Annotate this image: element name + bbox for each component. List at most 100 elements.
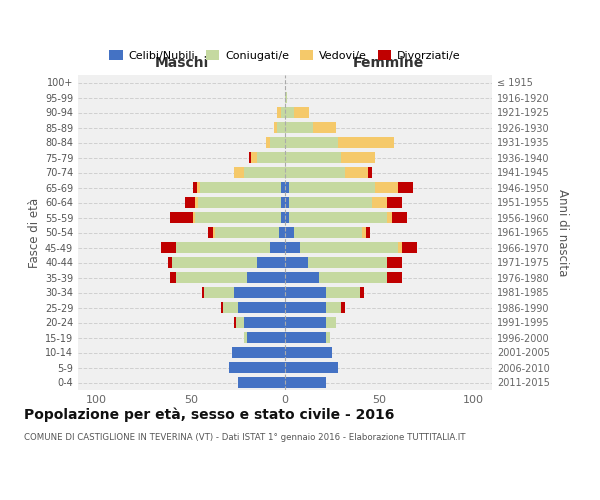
Bar (193, 212, 194, 223)
Bar (234, 317, 236, 328)
Bar (360, 287, 364, 298)
Bar (277, 122, 285, 133)
Bar (223, 302, 238, 313)
Bar (215, 227, 280, 238)
Bar (289, 197, 371, 208)
Text: COMUNE DI CASTIGLIONE IN TEVERINA (VT) - Dati ISTAT 1° gennaio 2016 - Elaborazio: COMUNE DI CASTIGLIONE IN TEVERINA (VT) -… (24, 432, 466, 442)
Bar (386, 197, 401, 208)
Bar (169, 257, 172, 268)
Bar (285, 137, 338, 148)
Bar (285, 227, 295, 238)
Bar (308, 257, 386, 268)
Bar (170, 272, 176, 283)
Bar (194, 197, 199, 208)
Bar (257, 152, 285, 163)
Bar (285, 182, 289, 193)
Bar (285, 302, 326, 313)
Bar (193, 182, 197, 193)
Bar (285, 242, 300, 253)
Bar (232, 347, 285, 358)
Bar (161, 242, 176, 253)
Bar (257, 257, 285, 268)
Bar (229, 362, 285, 373)
Bar (274, 122, 277, 133)
Bar (280, 227, 285, 238)
Bar (386, 212, 392, 223)
Bar (300, 242, 398, 253)
Bar (281, 182, 285, 193)
Bar (289, 182, 376, 193)
Bar (285, 122, 313, 133)
Bar (341, 302, 345, 313)
Bar (285, 92, 287, 103)
Bar (236, 317, 244, 328)
Bar (234, 167, 244, 178)
Bar (199, 197, 281, 208)
Bar (234, 287, 285, 298)
Bar (176, 272, 247, 283)
Bar (362, 227, 366, 238)
Bar (281, 197, 285, 208)
Bar (251, 152, 257, 163)
Text: Maschi: Maschi (154, 56, 209, 70)
Bar (204, 287, 234, 298)
Bar (326, 287, 360, 298)
Bar (270, 242, 285, 253)
Bar (285, 287, 326, 298)
Bar (247, 332, 285, 343)
Bar (285, 197, 289, 208)
Bar (289, 212, 386, 223)
Bar (285, 362, 338, 373)
Bar (326, 332, 330, 343)
Bar (244, 332, 247, 343)
Bar (319, 272, 386, 283)
Text: Femmine: Femmine (353, 56, 424, 70)
Bar (345, 167, 368, 178)
Bar (285, 167, 345, 178)
Bar (371, 197, 386, 208)
Bar (285, 257, 308, 268)
Bar (281, 212, 285, 223)
Bar (285, 272, 319, 283)
Bar (338, 137, 394, 148)
Bar (244, 167, 285, 178)
Bar (214, 227, 215, 238)
Bar (249, 152, 251, 163)
Bar (244, 317, 285, 328)
Bar (295, 107, 310, 118)
Bar (170, 212, 193, 223)
Bar (401, 242, 417, 253)
Bar (386, 272, 401, 283)
Bar (386, 257, 401, 268)
Bar (341, 152, 376, 163)
Bar (326, 317, 336, 328)
Y-axis label: Anni di nascita: Anni di nascita (556, 189, 569, 276)
Bar (238, 377, 285, 388)
Bar (285, 212, 289, 223)
Bar (185, 197, 194, 208)
Bar (270, 137, 285, 148)
Bar (281, 107, 285, 118)
Bar (376, 182, 398, 193)
Bar (285, 317, 326, 328)
Bar (398, 182, 413, 193)
Legend: Celibi/Nubili, Coniugati/e, Vedovi/e, Divorziati/e: Celibi/Nubili, Coniugati/e, Vedovi/e, Di… (105, 46, 465, 66)
Bar (368, 167, 371, 178)
Y-axis label: Fasce di età: Fasce di età (28, 198, 41, 268)
Bar (197, 182, 200, 193)
Bar (247, 272, 285, 283)
Bar (295, 227, 362, 238)
Bar (285, 152, 341, 163)
Bar (392, 212, 407, 223)
Bar (277, 107, 281, 118)
Bar (313, 122, 336, 133)
Bar (172, 257, 257, 268)
Bar (366, 227, 370, 238)
Bar (326, 302, 341, 313)
Bar (200, 182, 281, 193)
Bar (208, 227, 214, 238)
Bar (176, 242, 270, 253)
Bar (285, 347, 332, 358)
Text: Popolazione per età, sesso e stato civile - 2016: Popolazione per età, sesso e stato civil… (24, 408, 394, 422)
Bar (202, 287, 204, 298)
